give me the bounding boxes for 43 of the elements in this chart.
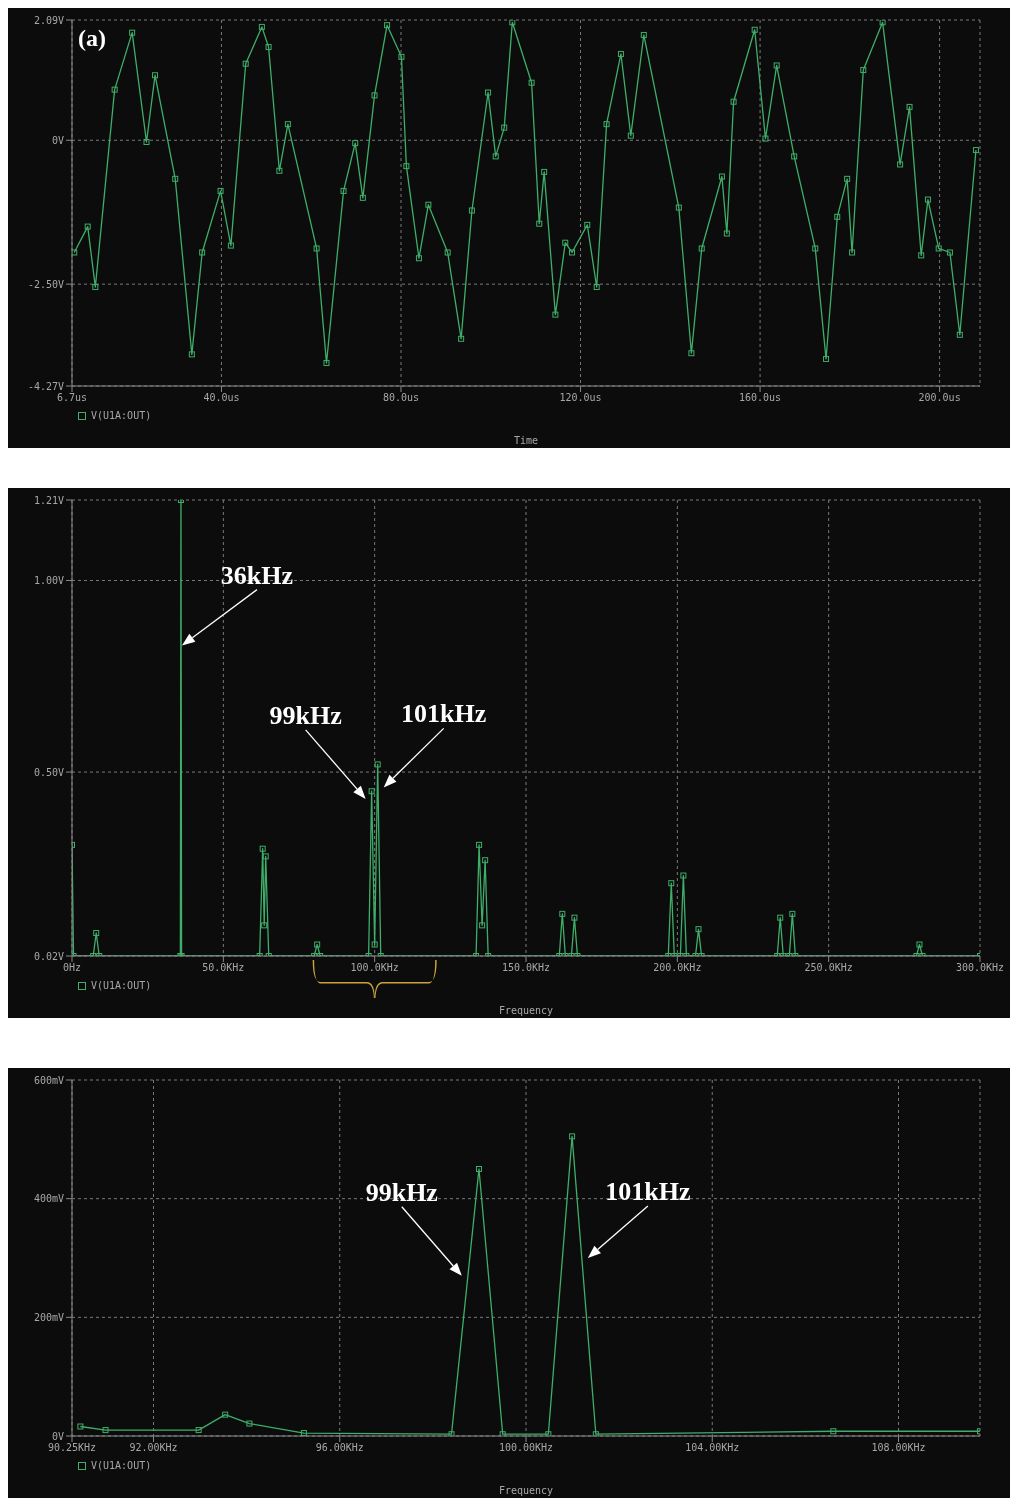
y-tick-label: -4.27V xyxy=(27,380,64,392)
x-tick-label: 90.25KHz xyxy=(47,1442,97,1454)
annotation: 99kHz xyxy=(269,700,342,730)
x-tick-label: 6.7us xyxy=(56,392,88,404)
y-tick-label: 200mV xyxy=(33,1311,64,1323)
legend-label: V(U1A:OUT) xyxy=(91,410,152,421)
x-axis-title: Frequency xyxy=(498,1485,554,1496)
legend-label: V(U1A:OUT) xyxy=(91,1460,152,1471)
y-tick-label: 600mV xyxy=(33,1074,64,1086)
y-tick-label: 0V xyxy=(51,1430,64,1442)
y-tick-label: -2.50V xyxy=(27,278,64,290)
x-tick-label: 200.0us xyxy=(918,392,961,404)
annotation: 36kHz xyxy=(220,560,294,590)
x-tick-label: 150.0KHz xyxy=(501,962,551,974)
y-tick-label: 0V xyxy=(51,134,64,146)
annotation: (a) xyxy=(78,25,106,51)
x-axis-title: Time xyxy=(513,435,539,446)
x-tick-label: 96.00KHz xyxy=(315,1442,364,1454)
x-tick-label: 50.0KHz xyxy=(202,962,245,974)
x-tick-label: 92.00KHz xyxy=(129,1442,178,1454)
y-tick-label: 400mV xyxy=(33,1193,64,1205)
x-tick-label: 40.0us xyxy=(203,392,240,404)
y-tick-label: 0.02V xyxy=(33,950,64,962)
x-tick-label: 80.0us xyxy=(382,392,420,404)
annotation: 101kHz xyxy=(401,699,487,729)
y-tick-label: 1.00V xyxy=(33,575,64,587)
y-tick-label: 2.09V xyxy=(33,14,64,26)
y-tick-label: 0.50V xyxy=(33,766,64,778)
x-tick-label: 300.0KHz xyxy=(955,962,1005,974)
annotation: 101kHz xyxy=(605,1177,691,1206)
x-tick-label: 100.00KHz xyxy=(498,1442,554,1454)
x-tick-label: 108.00KHz xyxy=(871,1442,926,1454)
y-tick-label: 1.21V xyxy=(33,494,64,506)
x-tick-label: 160.0us xyxy=(738,392,782,404)
x-axis-title: Frequency xyxy=(498,1005,554,1016)
x-tick-label: 100.0KHz xyxy=(350,962,399,974)
x-tick-label: 0Hz xyxy=(62,962,82,974)
legend-label: V(U1A:OUT) xyxy=(91,980,152,991)
x-tick-label: 250.0KHz xyxy=(804,962,853,974)
x-tick-label: 200.0KHz xyxy=(653,962,702,974)
x-tick-label: 120.0us xyxy=(559,392,602,404)
annotation: 99kHz xyxy=(365,1177,438,1207)
x-tick-label: 104.00KHz xyxy=(685,1442,740,1454)
